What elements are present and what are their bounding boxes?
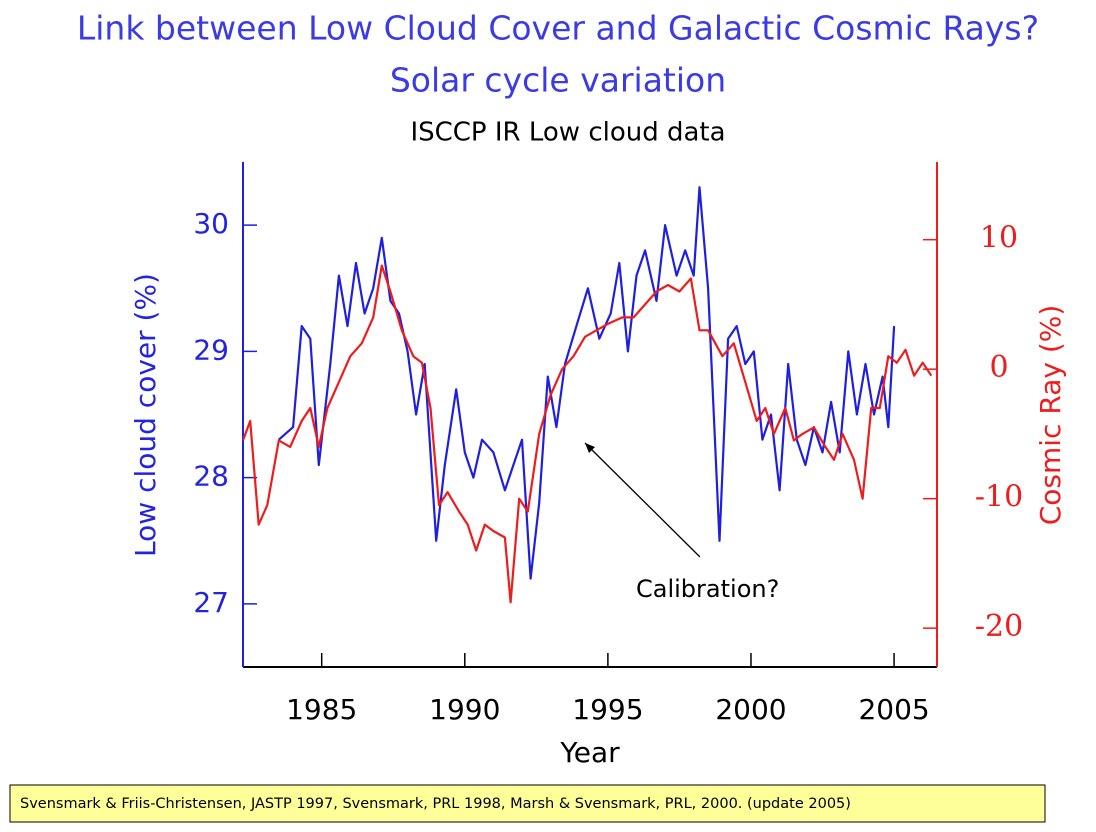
y-tick-label: 30 bbox=[193, 207, 229, 240]
title: Link between Low Cloud Cover and Galacti… bbox=[77, 9, 1039, 48]
y-axis-label: Low cloud cover (%) bbox=[129, 273, 162, 557]
series-line bbox=[278, 186, 896, 580]
y-tick-label: 28 bbox=[193, 460, 229, 493]
y2-tick-label: -20 bbox=[975, 609, 1023, 644]
subtitle: Solar cycle variation bbox=[390, 61, 726, 100]
source-box bbox=[9, 784, 1046, 823]
x-tick-label: 2005 bbox=[858, 693, 929, 726]
x-tick-label: 1995 bbox=[572, 693, 643, 726]
x-tick-label: 1990 bbox=[429, 693, 500, 726]
x-axis-label: Year bbox=[559, 736, 620, 769]
chart-title: ISCCP IR Low cloud data bbox=[410, 118, 725, 148]
annotation: Calibration? bbox=[636, 575, 779, 603]
y2-tick-label: 0 bbox=[989, 350, 1008, 385]
arrow-head bbox=[585, 443, 595, 453]
y2-tick-label: -10 bbox=[975, 480, 1023, 515]
x-tick-label: 2000 bbox=[715, 693, 786, 726]
y-tick-label: 29 bbox=[193, 333, 229, 366]
y2-tick-label: 10 bbox=[980, 221, 1018, 256]
series-line bbox=[241, 264, 933, 604]
y-tick-label: 27 bbox=[193, 586, 229, 619]
annotation-arrow bbox=[584, 442, 701, 558]
source: Svensmark & Friis-Christensen, JASTP 199… bbox=[20, 796, 851, 812]
y2-axis-label: Cosmic Ray (%) bbox=[1034, 305, 1067, 526]
x-tick-label: 1985 bbox=[286, 693, 357, 726]
